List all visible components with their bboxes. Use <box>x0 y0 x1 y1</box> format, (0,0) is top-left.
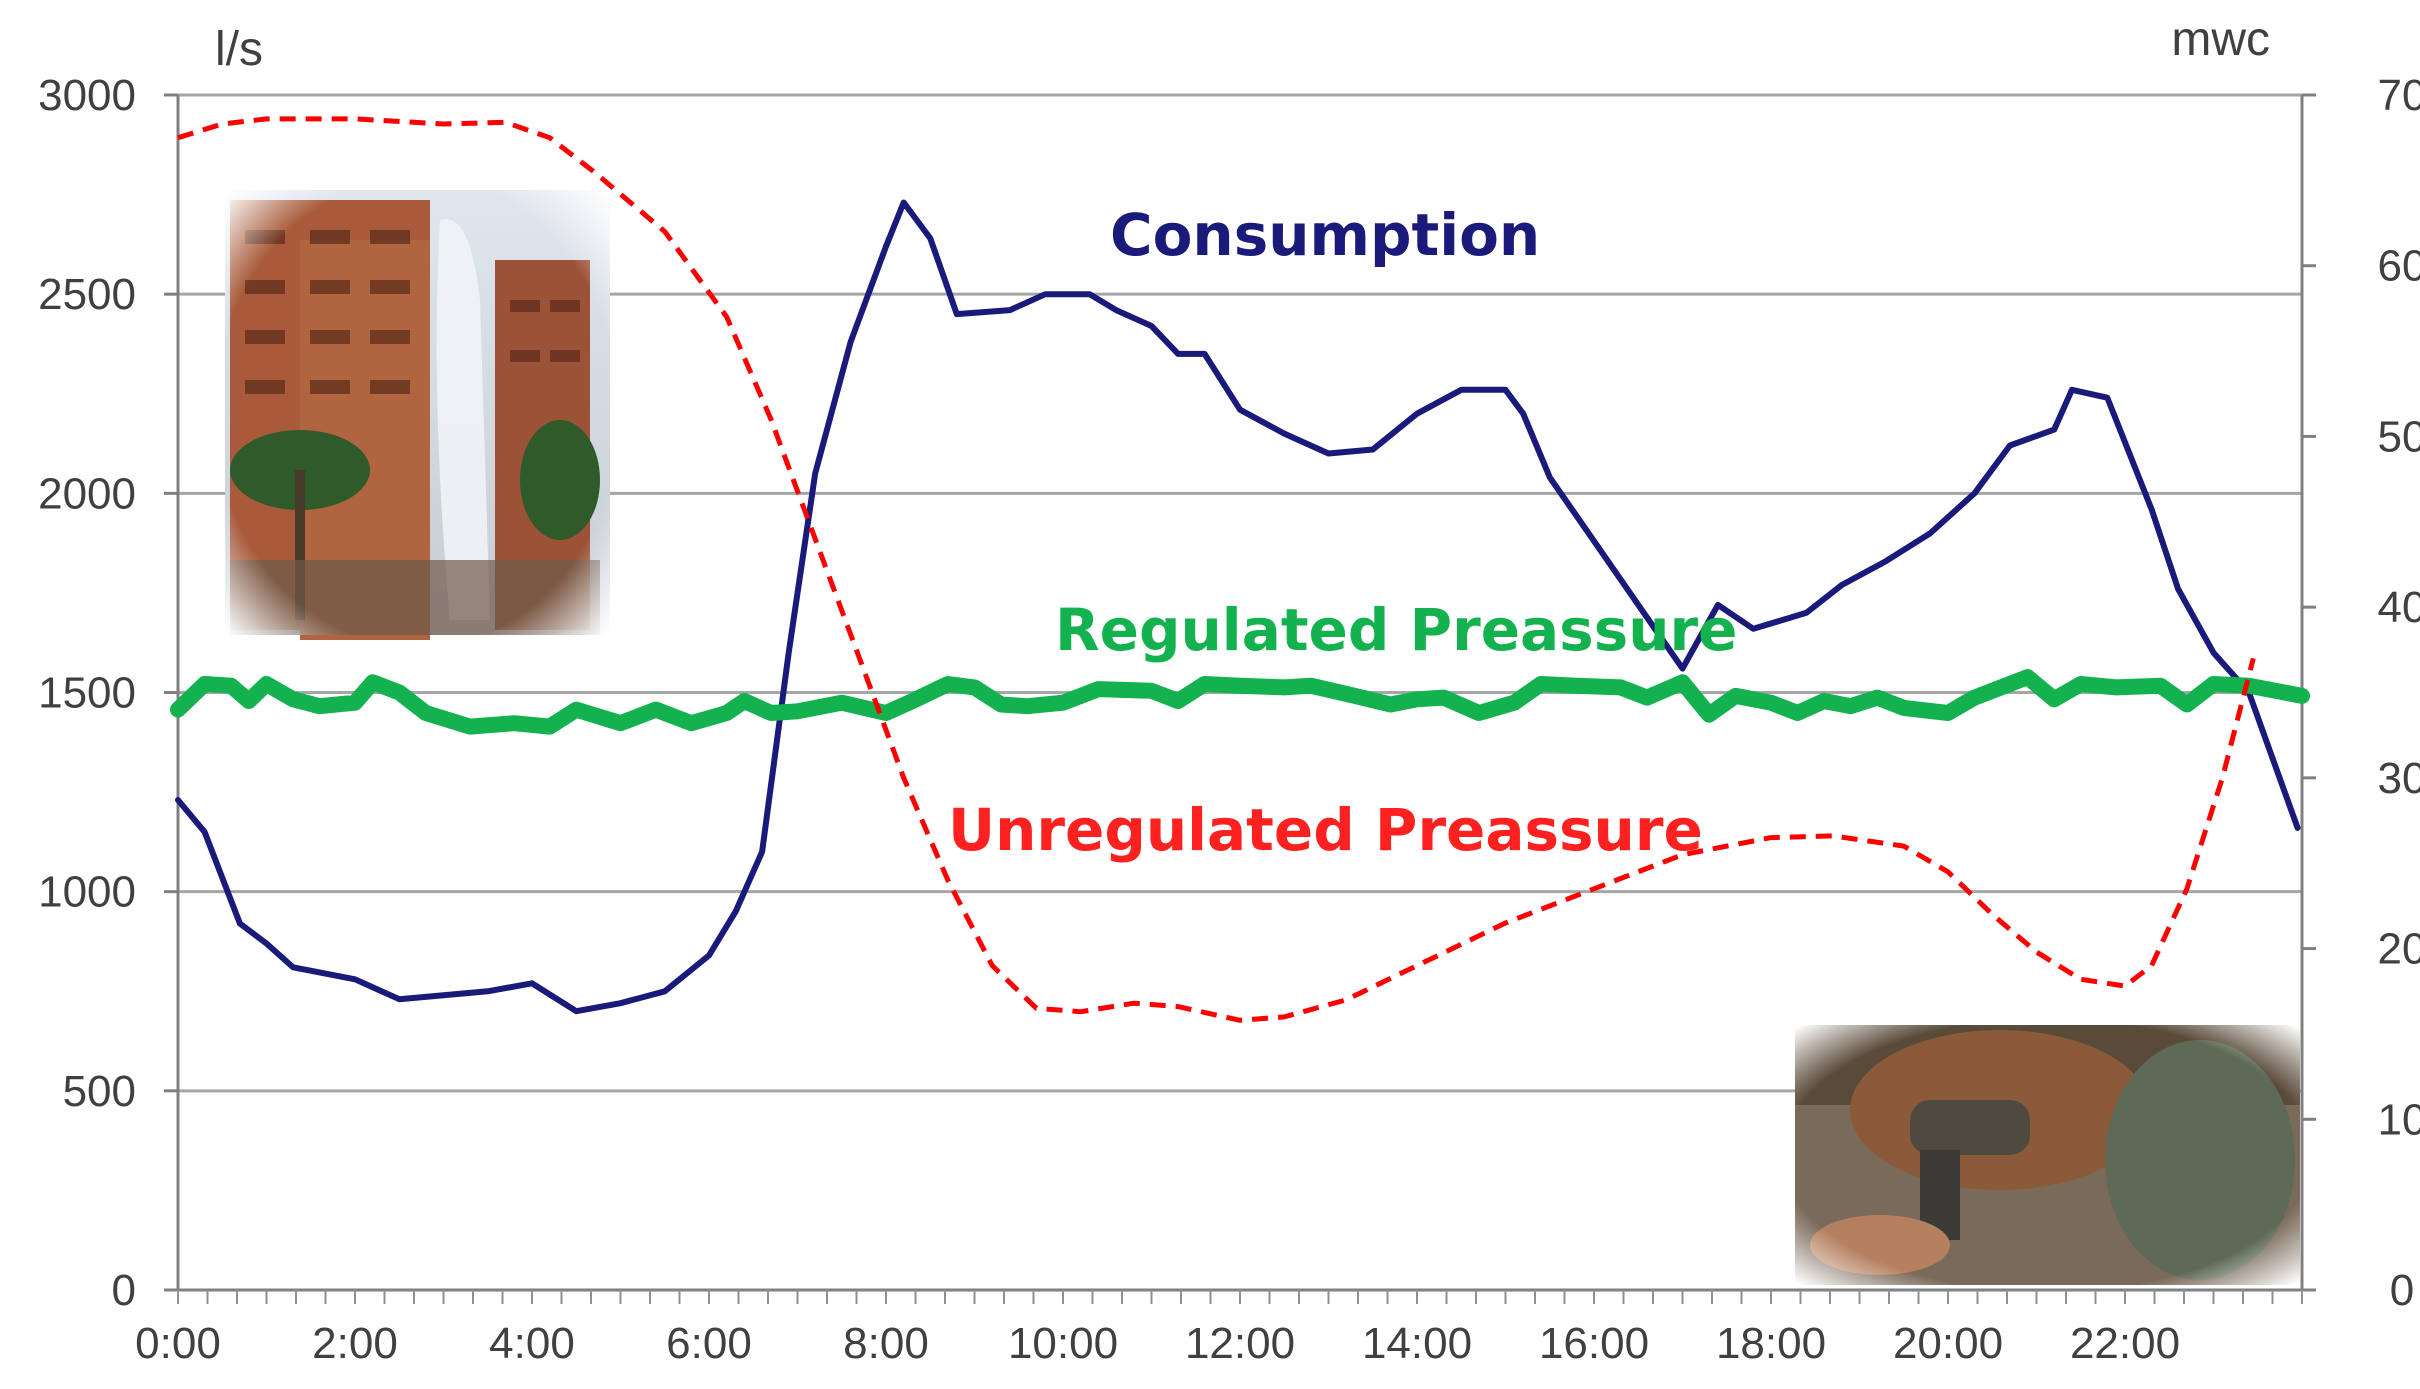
y-right-tick-label: 50 <box>2378 412 2420 461</box>
x-tick-label: 10:00 <box>1008 1319 1118 1368</box>
y-left-tick-label: 3000 <box>38 71 136 120</box>
x-tick-label: 16:00 <box>1539 1319 1649 1368</box>
x-tick-label: 2:00 <box>312 1319 398 1368</box>
y-left-tick-label: 0 <box>112 1266 136 1315</box>
series-labels: Consumption Regulated Preassure Unregulate… <box>948 201 1737 864</box>
y-left-tick-label: 2500 <box>38 270 136 319</box>
x-tick-label: 22:00 <box>2070 1319 2180 1368</box>
x-tick-label: 20:00 <box>1893 1319 2003 1368</box>
y-left-tick-label: 500 <box>63 1067 136 1116</box>
series-label-unregulated-preassure: Unregulated Preassure <box>948 796 1703 864</box>
series-line-unregulated-preassure <box>177 116 2256 1023</box>
series-label-consumption: Consumption <box>1110 201 1540 269</box>
x-tick-label: 0:00 <box>135 1319 221 1368</box>
axes: 0 500 1000 1500 2000 2500 3000 0 10 20 30 40 50 60 70 0… <box>38 13 2420 1368</box>
y-left-unit-label: l/s <box>215 23 263 76</box>
photo-tap <box>1795 1025 2300 1285</box>
y-right-unit-label: mwc <box>2171 13 2270 66</box>
series-lines <box>170 116 2310 1023</box>
y-right-tick-label: 0 <box>2390 1266 2414 1315</box>
y-right-tick-label: 30 <box>2378 754 2420 803</box>
y-right-tick-label: 20 <box>2378 925 2420 974</box>
series-line-regulated-preassure <box>170 669 2310 735</box>
x-tick-label: 4:00 <box>489 1319 575 1368</box>
x-tick-label: 18:00 <box>1716 1319 1826 1368</box>
x-tick-label: 12:00 <box>1185 1319 1295 1368</box>
x-tick-label: 8:00 <box>843 1319 929 1368</box>
y-right-tick-label: 60 <box>2378 242 2420 291</box>
y-right-tick-label: 70 <box>2378 71 2420 120</box>
series-label-regulated-preassure: Regulated Preassure <box>1055 596 1737 664</box>
y-left-tick-label: 2000 <box>38 469 136 518</box>
photo-burst-pipe <box>225 190 610 640</box>
y-right-tick-label: 10 <box>2378 1095 2420 1144</box>
y-left-tick-label: 1500 <box>38 669 136 718</box>
x-tick-label: 14:00 <box>1362 1319 1472 1368</box>
y-left-tick-label: 1000 <box>38 868 136 917</box>
y-right-tick-label: 40 <box>2378 583 2420 632</box>
series-line-consumption <box>175 199 2301 1015</box>
x-tick-label: 6:00 <box>666 1319 752 1368</box>
